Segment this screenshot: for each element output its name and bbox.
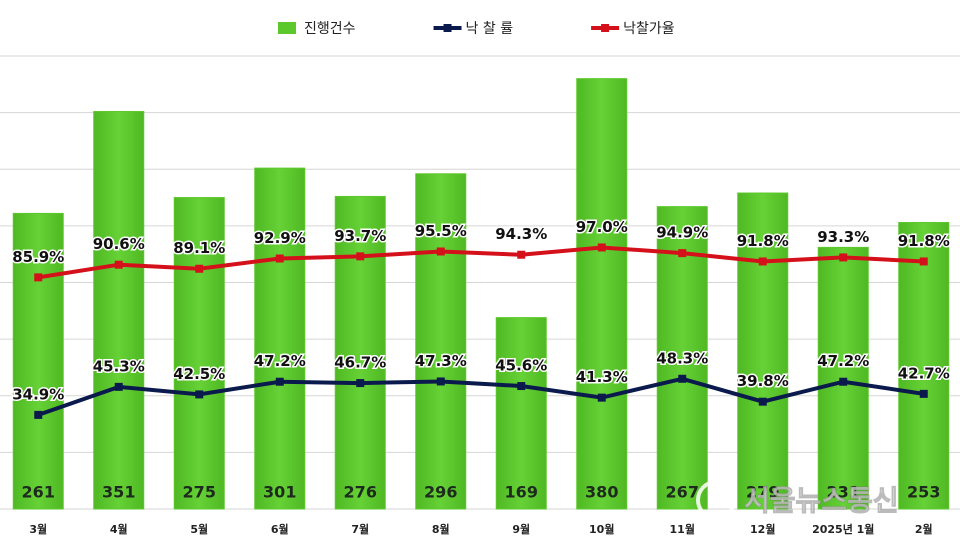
line-marker — [436, 247, 445, 256]
line-value-label: 94.3% — [495, 225, 547, 243]
bar-value-label: 380 — [585, 483, 618, 502]
line-value-label: 47.3% — [415, 352, 467, 370]
line-value-label: 42.7% — [898, 364, 950, 382]
line-value-label: 34.9% — [12, 385, 64, 403]
line-value-label: 91.8% — [737, 232, 789, 250]
watermark: 서울뉴스통신 — [744, 484, 899, 517]
line-marker — [678, 374, 687, 383]
line-value-label: 94.9% — [656, 224, 708, 242]
bar — [254, 167, 306, 510]
line-value-label: 41.3% — [576, 368, 628, 386]
legend-label: 낙 찰 률 — [466, 21, 514, 37]
bar-value-label: 279 — [746, 483, 779, 502]
bar-value-label: 261 — [22, 483, 55, 502]
line-value-label: 89.1% — [173, 239, 225, 257]
line — [37, 376, 925, 417]
line-marker — [517, 250, 526, 259]
bar — [93, 110, 145, 510]
bar — [415, 173, 467, 510]
line-marker — [839, 377, 848, 386]
legend-swatch — [601, 24, 610, 32]
line-marker — [758, 257, 767, 266]
bar-value-label: 301 — [263, 483, 296, 502]
line-marker — [195, 264, 204, 273]
line-marker — [597, 243, 606, 252]
legend-label: 진행건수 — [304, 21, 356, 37]
x-tick-label: 3월 — [29, 522, 47, 536]
line-marker — [114, 260, 123, 269]
line-value-label: 46.7% — [334, 354, 386, 372]
bar-value-label: 169 — [505, 483, 538, 502]
line — [37, 245, 924, 280]
x-tick-label: 2월 — [915, 522, 933, 536]
legend-label: 낙찰가율 — [623, 21, 675, 37]
bar — [334, 195, 386, 510]
x-tick-label: 4월 — [110, 522, 128, 536]
bar — [173, 197, 225, 510]
bar — [576, 78, 628, 510]
x-tick-label: 7월 — [351, 522, 369, 536]
x-tick-label: 5월 — [190, 522, 208, 536]
x-tick-label: 12월 — [750, 522, 775, 536]
bar-value-label: 276 — [344, 483, 377, 502]
line-marker — [275, 254, 284, 263]
line-value-label: 47.2% — [817, 352, 869, 370]
line-value-label: 90.6% — [93, 235, 145, 253]
line-marker — [34, 410, 43, 419]
bar — [737, 192, 789, 510]
bar-value-label: 231 — [827, 483, 860, 502]
line-marker — [758, 397, 767, 406]
bar — [495, 317, 547, 510]
line-marker — [356, 252, 365, 261]
line-value-label: 39.8% — [737, 372, 789, 390]
x-tick-label: 2025년 1월 — [812, 522, 874, 536]
bar-value-label: 267 — [666, 483, 699, 502]
legend-swatch — [278, 22, 296, 34]
bar-value-label: 275 — [183, 483, 216, 502]
line-marker — [517, 382, 526, 391]
line-value-label: 48.3% — [656, 349, 708, 367]
line-marker — [436, 377, 445, 386]
bar — [898, 221, 950, 510]
line-value-label: 97.0% — [576, 218, 628, 236]
line-value-label: 45.3% — [93, 357, 145, 375]
x-tick-label: 11월 — [670, 522, 695, 536]
legend-swatch — [443, 24, 452, 32]
line-marker — [839, 253, 848, 262]
line-value-label: 95.5% — [415, 222, 467, 240]
x-tick-label: 10월 — [589, 522, 614, 536]
line-value-label: 92.9% — [254, 229, 306, 247]
line-marker — [597, 393, 606, 402]
x-tick-label: 6월 — [271, 522, 289, 536]
watermark-logo — [696, 480, 736, 520]
line-value-label: 47.2% — [254, 352, 306, 370]
x-tick-label: 8월 — [432, 522, 450, 536]
line-value-label: 93.7% — [334, 227, 386, 245]
line-marker — [34, 273, 43, 282]
line-marker — [114, 382, 123, 391]
line-value-label: 45.6% — [495, 357, 547, 375]
bar-value-label: 351 — [102, 483, 135, 502]
line-marker — [356, 379, 365, 388]
bar-value-label: 253 — [907, 483, 940, 502]
line-marker — [678, 249, 687, 258]
line-value-label: 93.3% — [817, 228, 869, 246]
bar — [12, 212, 64, 510]
line-marker — [919, 257, 928, 266]
x-tick-label: 9월 — [512, 522, 530, 536]
line-marker — [275, 377, 284, 386]
bar-value-label: 296 — [424, 483, 457, 502]
line-value-label: 42.5% — [173, 365, 225, 383]
line-value-label: 91.8% — [898, 232, 950, 250]
line-value-label: 85.9% — [12, 248, 64, 266]
line-marker — [919, 389, 928, 398]
line-marker — [195, 390, 204, 399]
